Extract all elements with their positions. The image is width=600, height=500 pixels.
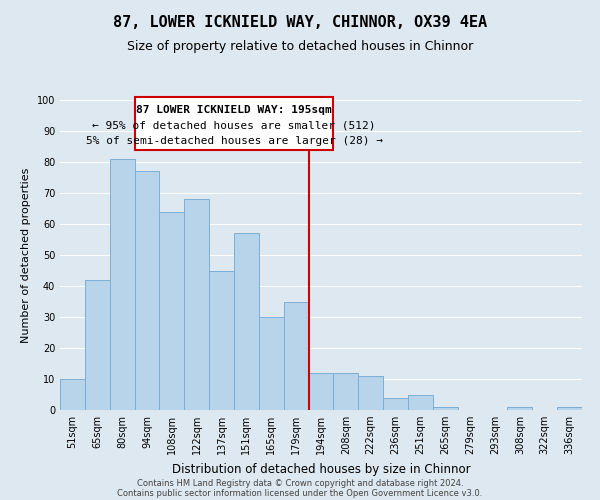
Bar: [184, 199, 209, 410]
Bar: [408, 394, 433, 410]
Bar: [308, 373, 334, 410]
Text: 5% of semi-detached houses are larger (28) →: 5% of semi-detached houses are larger (2…: [86, 136, 383, 145]
Bar: [209, 270, 234, 410]
Bar: [508, 407, 532, 410]
Bar: [60, 379, 85, 410]
Text: ← 95% of detached houses are smaller (512): ← 95% of detached houses are smaller (51…: [92, 120, 376, 130]
Text: Contains public sector information licensed under the Open Government Licence v3: Contains public sector information licen…: [118, 488, 482, 498]
Bar: [284, 302, 308, 410]
Text: Size of property relative to detached houses in Chinnor: Size of property relative to detached ho…: [127, 40, 473, 53]
Bar: [557, 407, 582, 410]
FancyBboxPatch shape: [134, 97, 334, 150]
X-axis label: Distribution of detached houses by size in Chinnor: Distribution of detached houses by size …: [172, 462, 470, 475]
Bar: [259, 317, 284, 410]
Bar: [134, 172, 160, 410]
Bar: [110, 159, 134, 410]
Text: 87, LOWER ICKNIELD WAY, CHINNOR, OX39 4EA: 87, LOWER ICKNIELD WAY, CHINNOR, OX39 4E…: [113, 15, 487, 30]
Bar: [358, 376, 383, 410]
Bar: [234, 234, 259, 410]
Bar: [160, 212, 184, 410]
Text: 87 LOWER ICKNIELD WAY: 195sqm: 87 LOWER ICKNIELD WAY: 195sqm: [136, 104, 332, 115]
Bar: [383, 398, 408, 410]
Text: Contains HM Land Registry data © Crown copyright and database right 2024.: Contains HM Land Registry data © Crown c…: [137, 478, 463, 488]
Bar: [85, 280, 110, 410]
Y-axis label: Number of detached properties: Number of detached properties: [21, 168, 31, 342]
Bar: [433, 407, 458, 410]
Bar: [334, 373, 358, 410]
